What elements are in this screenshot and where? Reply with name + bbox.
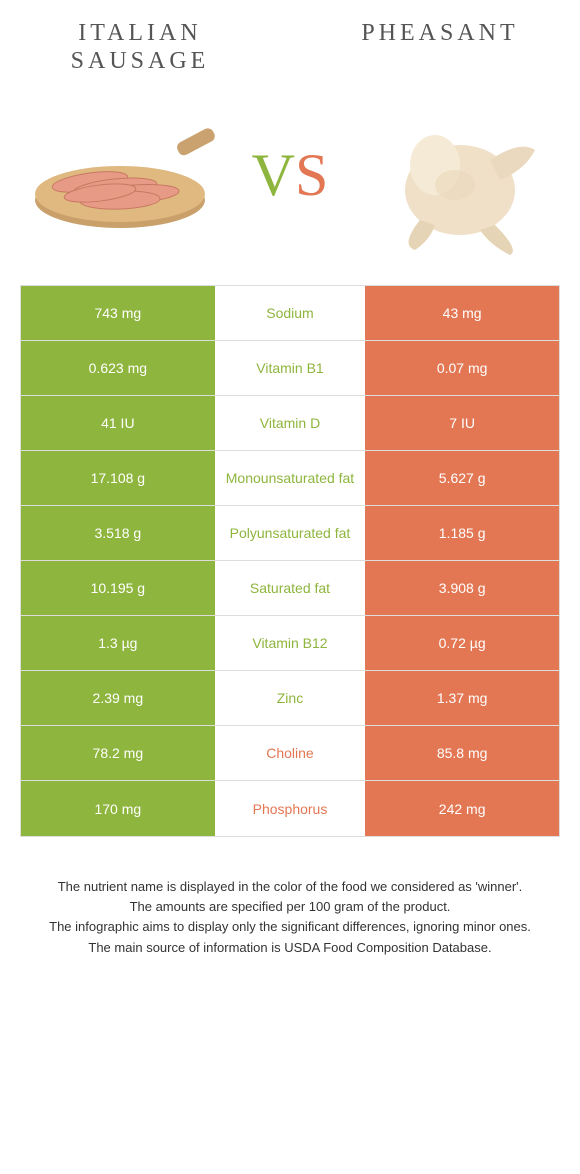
table-row: 78.2 mgCholine85.8 mg bbox=[21, 726, 559, 781]
footer-line: The main source of information is USDA F… bbox=[30, 938, 550, 958]
left-value: 78.2 mg bbox=[21, 726, 215, 780]
table-row: 743 mgSodium43 mg bbox=[21, 286, 559, 341]
table-row: 2.39 mgZinc1.37 mg bbox=[21, 671, 559, 726]
nutrient-table: 743 mgSodium43 mg0.623 mgVitamin B10.07 … bbox=[20, 285, 560, 837]
nutrient-label: Vitamin B12 bbox=[215, 616, 366, 670]
nutrient-label: Phosphorus bbox=[215, 781, 366, 836]
right-value: 1.37 mg bbox=[365, 671, 559, 725]
left-value: 17.108 g bbox=[21, 451, 215, 505]
nutrient-label: Vitamin D bbox=[215, 396, 366, 450]
left-value: 2.39 mg bbox=[21, 671, 215, 725]
left-food-image bbox=[20, 90, 220, 260]
vs-label: VS bbox=[240, 141, 340, 210]
nutrient-label: Saturated fat bbox=[215, 561, 366, 615]
left-value: 3.518 g bbox=[21, 506, 215, 560]
table-row: 10.195 gSaturated fat3.908 g bbox=[21, 561, 559, 616]
right-value: 242 mg bbox=[365, 781, 559, 836]
nutrient-label: Monounsaturated fat bbox=[215, 451, 366, 505]
left-value: 10.195 g bbox=[21, 561, 215, 615]
table-row: 3.518 gPolyunsaturated fat1.185 g bbox=[21, 506, 559, 561]
right-value: 0.07 mg bbox=[365, 341, 559, 395]
right-value: 1.185 g bbox=[365, 506, 559, 560]
left-value: 0.623 mg bbox=[21, 341, 215, 395]
right-food-title: PHEASANT bbox=[340, 20, 540, 48]
left-value: 170 mg bbox=[21, 781, 215, 836]
right-value: 43 mg bbox=[365, 286, 559, 340]
footer-line: The amounts are specified per 100 gram o… bbox=[30, 897, 550, 917]
table-row: 41 IUVitamin D7 IU bbox=[21, 396, 559, 451]
right-value: 5.627 g bbox=[365, 451, 559, 505]
nutrient-label: Choline bbox=[215, 726, 366, 780]
right-value: 7 IU bbox=[365, 396, 559, 450]
nutrient-label: Zinc bbox=[215, 671, 366, 725]
right-value: 3.908 g bbox=[365, 561, 559, 615]
right-value: 85.8 mg bbox=[365, 726, 559, 780]
left-value: 41 IU bbox=[21, 396, 215, 450]
nutrient-label: Polyunsaturated fat bbox=[215, 506, 366, 560]
left-value: 1.3 µg bbox=[21, 616, 215, 670]
left-food-title: ITALIAN SAUSAGE bbox=[40, 20, 240, 75]
images-row: VS bbox=[0, 75, 580, 285]
vs-letter-v: V bbox=[252, 142, 295, 208]
right-value: 0.72 µg bbox=[365, 616, 559, 670]
vs-letter-s: S bbox=[295, 142, 328, 208]
footer-line: The nutrient name is displayed in the co… bbox=[30, 877, 550, 897]
table-row: 17.108 gMonounsaturated fat5.627 g bbox=[21, 451, 559, 506]
left-value: 743 mg bbox=[21, 286, 215, 340]
table-row: 0.623 mgVitamin B10.07 mg bbox=[21, 341, 559, 396]
header: ITALIAN SAUSAGE PHEASANT bbox=[0, 0, 580, 75]
right-food-image bbox=[360, 90, 560, 260]
table-row: 1.3 µgVitamin B120.72 µg bbox=[21, 616, 559, 671]
footer-line: The infographic aims to display only the… bbox=[30, 917, 550, 937]
table-row: 170 mgPhosphorus242 mg bbox=[21, 781, 559, 836]
nutrient-label: Sodium bbox=[215, 286, 366, 340]
footer-notes: The nutrient name is displayed in the co… bbox=[0, 837, 580, 958]
nutrient-label: Vitamin B1 bbox=[215, 341, 366, 395]
